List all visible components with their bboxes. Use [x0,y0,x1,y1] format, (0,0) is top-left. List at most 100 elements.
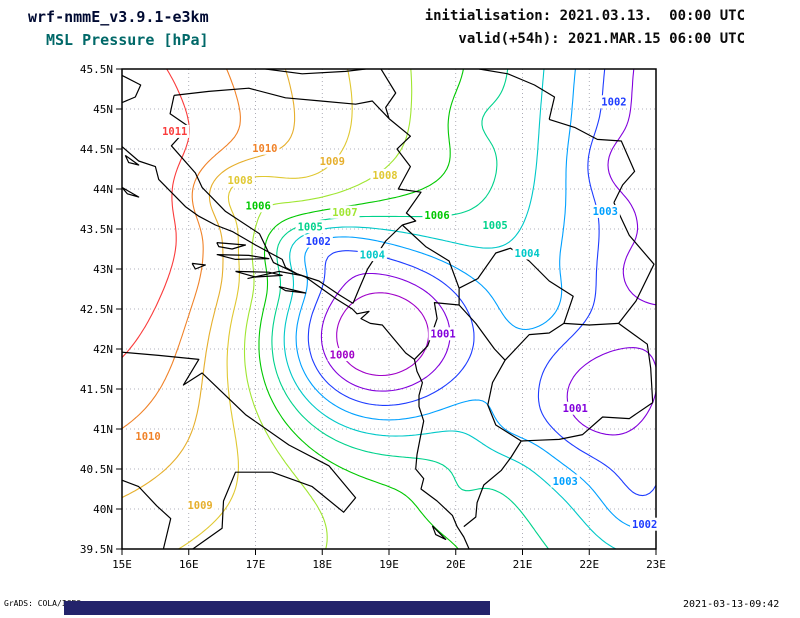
contour-label-mask [512,246,542,260]
contour-label-mask [295,220,325,234]
y-axis-label: 42.5N [80,303,113,316]
border-polyline [216,242,247,250]
border-polyline [479,69,556,120]
footer-bar [64,601,490,615]
contour-label-mask [428,327,458,341]
border-polyline [122,186,140,198]
contour-label-mask [550,474,580,488]
border-polyline [563,322,619,326]
border-polyline [413,302,460,360]
contour-label-1009: 1009 [320,156,345,168]
x-axis-label: 16E [179,558,199,571]
contour-label-1010: 1010 [252,143,277,155]
contour-label-mask [250,141,280,155]
border-polyline [235,270,283,278]
y-axis-label: 44.5N [80,143,113,156]
x-axis-label: 20E [446,558,466,571]
contour-label-mask [303,234,333,248]
contour-label-1001: 1001 [430,329,455,341]
border-polyline [487,359,522,442]
contour-label-mask [599,95,629,109]
x-axis-label: 21E [513,558,533,571]
border-polyline [122,351,357,549]
contour-label-1007: 1007 [332,207,357,219]
contour-line-1006 [258,69,464,549]
contour-line-1011 [122,69,190,359]
x-axis-label: 17E [246,558,266,571]
contour-label-1009: 1009 [187,500,212,512]
contour-label-mask [225,173,255,187]
border-polyline [265,69,366,75]
model-title: wrf-nmmE_v3.9.1-e3km [28,8,209,26]
contour-label-mask [317,154,347,168]
contour-label-1003: 1003 [593,206,618,218]
y-axis-label: 45N [93,103,113,116]
contour-label-1002: 1002 [632,519,657,531]
y-axis-label: 43.5N [80,223,113,236]
graticule [122,69,656,549]
border-polyline [613,202,655,324]
contour-label-1005: 1005 [298,221,323,233]
border-polyline [549,118,636,203]
y-axis-label: 45.5N [80,63,113,76]
y-axis-label: 40.5N [80,463,113,476]
border-polyline [458,247,574,361]
contour-label-1004: 1004 [360,249,385,261]
contour-label-1002: 1002 [601,97,626,109]
border-polyline [169,95,298,275]
border-polyline [380,69,397,119]
border-polyline [174,87,390,120]
creation-timestamp: 2021-03-13-09:42 [683,599,780,610]
border-polyline [352,224,403,304]
border-polyline [124,154,140,166]
contour-label-mask [185,498,215,512]
border-polyline [463,402,654,528]
grads-credit: GrADS: COLA/IGES [4,599,82,608]
y-axis-label: 41N [93,423,113,436]
contour-label-mask [480,218,510,232]
border-polyline [618,322,654,403]
contour-label-1001: 1001 [563,403,588,415]
y-axis-label: 39.5N [80,543,113,556]
contour-label-1011: 1011 [162,126,187,138]
contour-label-1004: 1004 [515,248,540,260]
contour-line-1004 [283,69,617,549]
valid-time-label: valid(+54h): 2021.MAR.15 06:00 UTC [458,31,745,47]
border-polyline [122,146,470,549]
init-time-label: initialisation: 2021.03.13. 00:00 UTC [424,8,745,24]
contour-label-1002: 1002 [306,236,331,248]
country-borders [122,69,655,549]
x-axis-label: 19E [379,558,399,571]
isobar-contours [122,69,656,549]
border-polyline [216,254,270,260]
x-axis-label: 22E [579,558,599,571]
border-polyline [122,479,172,549]
x-axis-label: 23E [646,558,666,571]
variable-title: MSL Pressure [hPa] [46,31,209,49]
contour-label-1010: 1010 [135,431,160,443]
border-polyline [278,286,307,294]
y-axis-label: 43N [93,263,113,276]
contour-label-mask [160,124,190,138]
x-axis-label: 15E [112,558,132,571]
contour-label-mask [327,348,357,362]
contour-label-1006: 1006 [246,201,271,213]
contour-label-1006: 1006 [424,210,449,222]
contour-label-mask [560,401,590,415]
border-polyline [296,273,354,304]
border-polyline [247,270,302,280]
contour-label-1003: 1003 [553,476,578,488]
border-polyline [122,74,142,104]
contour-labels: 1011 1010 1009 1008 1008 1006 1007 1005 1002 1004… [133,95,660,531]
contour-line-1003 [295,69,656,530]
y-axis-label: 41.5N [80,383,113,396]
contour-label-mask [590,204,620,218]
border-polyline [431,525,447,540]
contour-label-1005: 1005 [482,220,507,232]
contour-label-1008: 1008 [227,175,252,187]
border-polyline [388,118,422,226]
contour-label-mask [630,517,660,531]
contour-label-1000: 1000 [330,349,355,361]
